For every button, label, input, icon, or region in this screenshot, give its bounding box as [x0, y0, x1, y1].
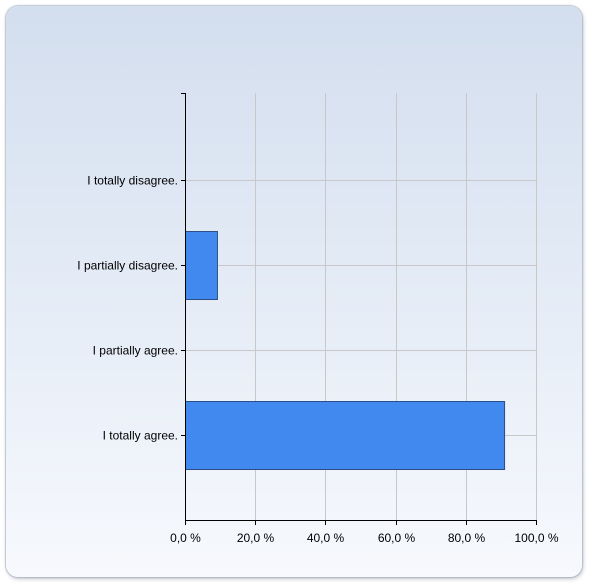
- y-tick-label: I totally agree.: [103, 429, 178, 443]
- labels-layer: I totally disagree. I partially disagree.…: [77, 174, 559, 546]
- bar-3: [185, 401, 506, 470]
- x-tick-label: 80,0 %: [448, 531, 486, 545]
- x-tick-label: 100,0 %: [514, 531, 558, 545]
- x-tick-label: 40,0 %: [307, 531, 345, 545]
- y-tick-label: I partially disagree.: [77, 259, 178, 273]
- bars-layer: [185, 231, 506, 470]
- axis-layer: [181, 93, 537, 525]
- y-tick-label: I partially agree.: [93, 344, 178, 358]
- y-tick-label: I totally disagree.: [87, 174, 178, 188]
- x-tick-label: 0,0 %: [170, 531, 201, 545]
- bar-1: [185, 231, 218, 300]
- x-tick-label: 60,0 %: [378, 531, 416, 545]
- x-tick-label: 20,0 %: [237, 531, 275, 545]
- chart-panel: [6, 6, 582, 577]
